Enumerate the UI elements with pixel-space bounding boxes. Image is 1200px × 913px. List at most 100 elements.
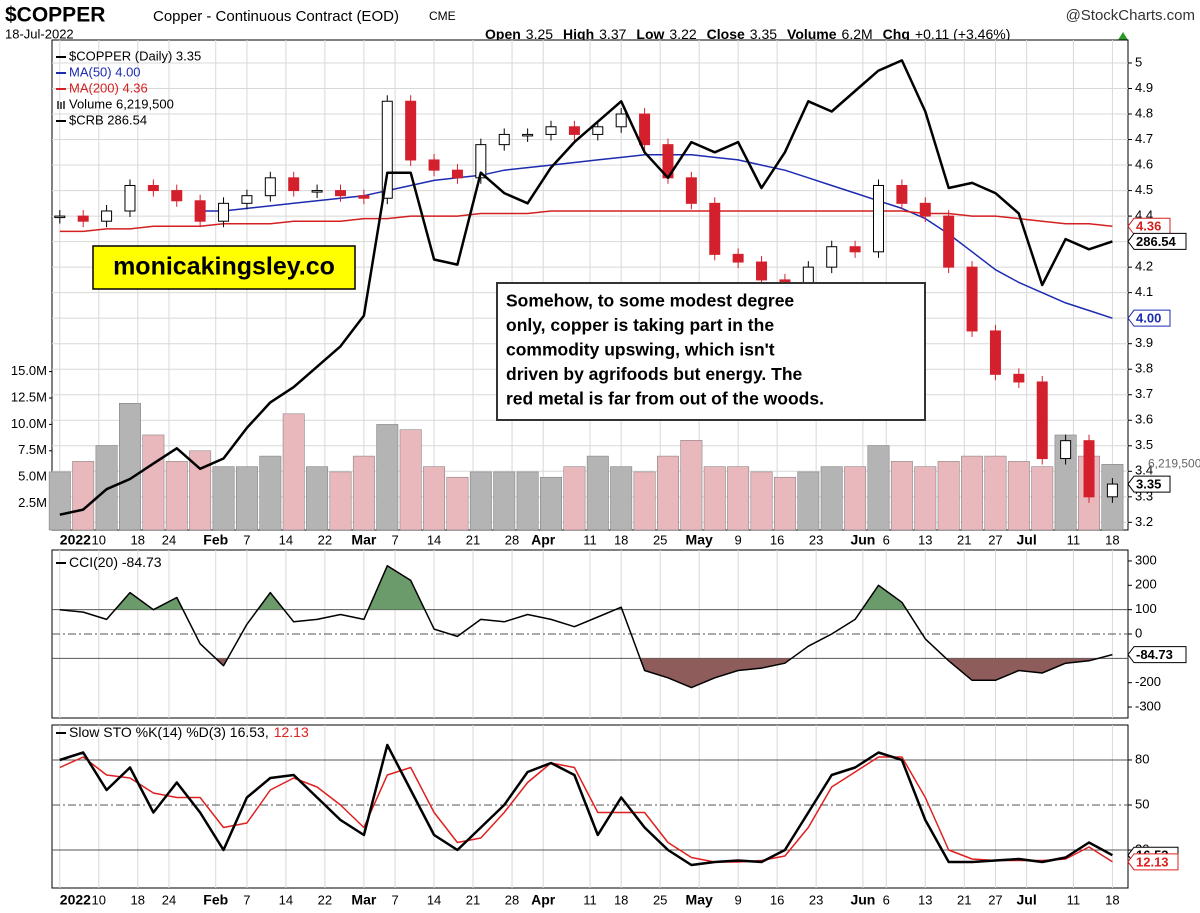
volume-tick-label: 12.5M — [11, 389, 47, 404]
x-tick-label: 10 — [92, 532, 106, 547]
x-tick-label: 18 — [614, 892, 628, 907]
volume-bar — [750, 471, 773, 531]
y-tick-label: -300 — [1135, 698, 1161, 713]
x-tick-label: 28 — [505, 532, 519, 547]
volume-bar — [633, 471, 656, 531]
cci-fill — [59, 565, 1113, 610]
candle-body — [756, 261, 768, 281]
series-line — [59, 59, 1113, 516]
candle-body — [428, 159, 440, 171]
legend-icon — [57, 101, 59, 109]
y-tick-label: 3.7 — [1135, 386, 1153, 401]
legend-label: MA(200) 4.36 — [69, 80, 148, 95]
y-tick-label: 4.8 — [1135, 105, 1153, 120]
volume-bar — [727, 466, 750, 531]
candle-body — [101, 210, 113, 222]
legend-icon — [63, 101, 65, 109]
legend-label: $CRB 286.54 — [69, 112, 147, 127]
y-tick-label: 4.5 — [1135, 182, 1153, 197]
volume-bar — [540, 476, 562, 531]
last-value-tag — [1127, 646, 1187, 664]
x-tick-label: 14 — [279, 532, 293, 547]
volume-bar — [586, 455, 609, 531]
y-tick-label: 0 — [1135, 625, 1142, 640]
candle-body — [1106, 483, 1118, 498]
x-tick-label: Jun — [850, 892, 875, 908]
x-tick-label: 27 — [988, 892, 1002, 907]
candle-body — [264, 177, 276, 197]
x-tick-label: 18 — [131, 892, 145, 907]
candle-body — [943, 215, 955, 268]
quote-label: Close — [707, 26, 745, 42]
candle-body — [405, 100, 417, 161]
last-value-tag — [1127, 853, 1179, 871]
candle-body — [568, 126, 580, 135]
quote-value: 3.25 — [526, 26, 553, 42]
annotation-line: driven by agrifoods but energy. The — [506, 364, 803, 384]
quote-label: High — [563, 26, 594, 42]
candle-body — [171, 190, 183, 202]
date: 18-Jul-2022 — [5, 26, 74, 41]
symbol: $COPPER — [5, 4, 105, 27]
x-tick-label: 2022 — [60, 892, 91, 908]
last-value-label: 3.35 — [1136, 477, 1161, 492]
candle-body — [732, 253, 744, 263]
volume-bar — [235, 466, 258, 531]
x-tick-label: Feb — [203, 532, 228, 548]
volume-bar — [142, 434, 165, 531]
legend-label: CCI(20) -84.73 — [69, 554, 162, 570]
candle-body — [358, 195, 370, 199]
volume-bar — [189, 450, 212, 531]
last-value-label: -84.73 — [1136, 647, 1173, 662]
x-tick-label: 11 — [583, 532, 597, 547]
annotation-line: Somehow, to some modest degree — [506, 291, 794, 311]
y-tick-label: 50 — [1135, 796, 1149, 811]
volume-bar — [984, 455, 1007, 531]
candle-body — [1036, 381, 1048, 460]
volume-bar — [961, 455, 984, 531]
y-tick-label: 3.6 — [1135, 412, 1153, 427]
exchange: CME — [429, 9, 456, 23]
volume-bar — [399, 429, 422, 531]
x-tick-label: 16 — [770, 892, 784, 907]
x-tick-label: 10 — [92, 892, 106, 907]
x-tick-label: Mar — [351, 532, 376, 548]
legend-label: MA(50) 4.00 — [69, 64, 141, 79]
x-tick-label: 2022 — [60, 532, 91, 548]
y-tick-label: 4.7 — [1135, 131, 1153, 146]
last-value-label: 12.13 — [1136, 854, 1169, 869]
x-tick-label: 14 — [279, 892, 293, 907]
legend-entry: CCI(20) -84.73 — [69, 554, 162, 570]
candle-body — [241, 195, 253, 204]
annotation-line: only, copper is taking part in the — [506, 315, 774, 335]
x-tick-label: 22 — [318, 892, 332, 907]
volume-bar — [95, 445, 118, 531]
candle-body — [919, 202, 931, 217]
volume-bar — [820, 466, 843, 531]
x-tick-label: 11 — [583, 892, 597, 907]
volume-bar — [516, 471, 539, 531]
volume-tick-label: 10.0M — [11, 416, 47, 431]
last-value-tag — [1127, 309, 1171, 327]
x-tick-label: 6 — [883, 532, 890, 547]
x-tick-label: 25 — [653, 532, 667, 547]
candle-body — [826, 246, 838, 268]
quote-value: 6.2M — [842, 26, 873, 42]
y-tick-label: 3.5 — [1135, 437, 1153, 452]
volume-bar — [610, 466, 633, 531]
x-tick-label: 7 — [243, 532, 250, 547]
volume-tick-label: 7.5M — [18, 442, 47, 457]
volume-bar — [48, 471, 71, 531]
volume-bar — [680, 439, 703, 531]
x-tick-label: 14 — [427, 532, 441, 547]
volume-bar — [423, 466, 446, 531]
legend-label: Volume 6,219,500 — [69, 96, 174, 111]
candle-body — [615, 113, 627, 128]
candle-body — [522, 133, 534, 137]
candle-body — [1013, 373, 1025, 383]
quote-label: Open — [485, 26, 521, 42]
annotation-line: commodity upswing, which isn't — [506, 340, 775, 360]
series-line — [59, 565, 1113, 689]
candle-body — [498, 133, 510, 146]
